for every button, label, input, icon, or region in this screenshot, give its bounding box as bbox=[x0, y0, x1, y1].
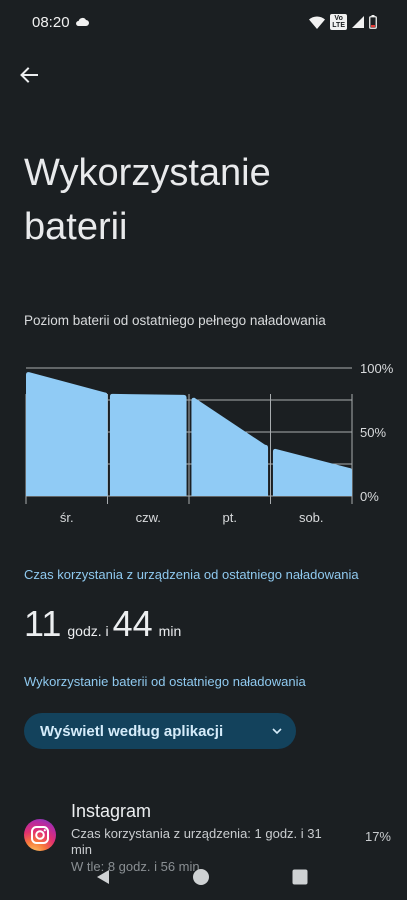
battery-icon bbox=[369, 15, 377, 29]
screen-time-value: 11 godz. i 44 min bbox=[24, 602, 185, 646]
status-bar: 08:20 Vo LTE bbox=[0, 0, 407, 44]
y-tick-label: 100% bbox=[360, 361, 394, 376]
cloud-icon bbox=[76, 17, 89, 26]
view-by-app-label: Wyświetl według aplikacji bbox=[40, 722, 224, 740]
nav-back-icon[interactable] bbox=[94, 868, 112, 886]
battery-level-chart: 100% 50% 0% śr. czw. pt. sob. bbox=[25, 361, 394, 525]
volte-bottom-text: LTE bbox=[332, 22, 345, 29]
chart-caption: Poziom baterii od ostatniego pełnego nał… bbox=[24, 313, 326, 328]
nav-home-icon[interactable] bbox=[192, 868, 210, 886]
screen-time-minutes-unit: min bbox=[158, 623, 182, 639]
screen-time-label: Czas korzystania z urządzenia od ostatni… bbox=[24, 567, 359, 582]
app-name: Instagram bbox=[71, 801, 152, 821]
page-title: Wykorzystanie baterii bbox=[24, 152, 271, 248]
navigation-bar bbox=[0, 856, 407, 900]
battery-area-segment-0 bbox=[26, 372, 108, 496]
status-time: 08:20 bbox=[32, 14, 70, 31]
instagram-icon bbox=[24, 819, 56, 851]
x-tick-label: sob. bbox=[299, 510, 324, 525]
app-background-time: W tle: 8 godz. i 56 min bbox=[71, 859, 200, 874]
screen-time-hours: 11 bbox=[24, 603, 62, 644]
status-icons: Vo LTE bbox=[309, 14, 377, 30]
battery-usage-label: Wykorzystanie baterii od ostatniego nała… bbox=[24, 674, 306, 689]
app-battery-percent: 17% bbox=[364, 829, 391, 844]
x-tick-label: pt. bbox=[223, 510, 237, 525]
x-tick-label: śr. bbox=[60, 510, 74, 525]
battery-area-segment-2 bbox=[191, 397, 269, 496]
screen-time-minutes: 44 bbox=[112, 603, 153, 644]
battery-area-segment-1 bbox=[109, 393, 187, 496]
back-button[interactable] bbox=[16, 62, 42, 88]
arrow-back-icon bbox=[20, 67, 38, 83]
wifi-icon bbox=[309, 15, 326, 29]
view-by-app-dropdown[interactable]: Wyświetl według aplikacji bbox=[24, 713, 296, 749]
battery-area-segment-3 bbox=[272, 448, 352, 496]
y-tick-label: 0% bbox=[360, 489, 379, 504]
x-tick-label: czw. bbox=[136, 510, 161, 525]
chevron-down-icon bbox=[272, 728, 282, 734]
y-tick-label: 50% bbox=[360, 425, 386, 440]
volte-top-text: Vo bbox=[334, 15, 343, 22]
signal-icon bbox=[352, 16, 364, 28]
nav-recents-icon[interactable] bbox=[291, 868, 309, 886]
app-usage-item[interactable]: Instagram Czas korzystania z urządzenia:… bbox=[0, 796, 407, 876]
screen-time-hours-unit: godz. i bbox=[67, 623, 109, 639]
volte-icon: Vo LTE bbox=[330, 14, 347, 30]
app-screen-time: Czas korzystania z urządzenia: 1 godz. i… bbox=[71, 826, 322, 857]
